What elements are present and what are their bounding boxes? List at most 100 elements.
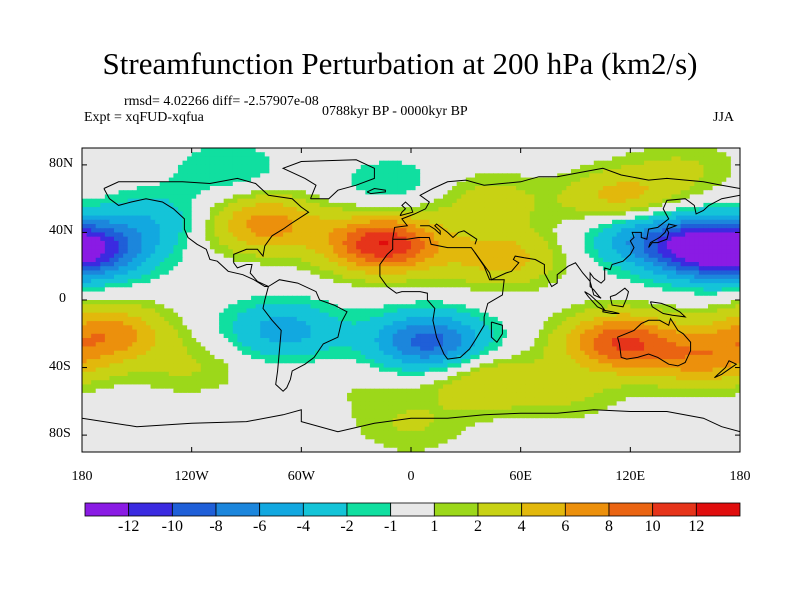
field-cell [191, 283, 197, 288]
field-cell [484, 262, 490, 267]
field-cell [502, 215, 508, 221]
field-cell [118, 253, 124, 259]
field-cell [639, 232, 645, 238]
field-cell [283, 207, 289, 212]
field-cell [621, 198, 627, 204]
field-cell [392, 177, 398, 183]
field-cell [433, 283, 440, 288]
field-cell [424, 156, 430, 162]
field-cell [187, 169, 193, 174]
field-cell [447, 274, 453, 280]
field-cell [328, 240, 334, 246]
field-cell [630, 253, 636, 259]
field-cell [82, 224, 88, 229]
field-cell [315, 215, 321, 221]
field-cell [662, 169, 668, 174]
field-cell [196, 240, 202, 246]
field-cell [182, 186, 188, 191]
field-cell [442, 278, 449, 284]
field-cell [538, 283, 545, 288]
field-cell [228, 291, 234, 297]
field-cell [461, 148, 467, 153]
field-cell [694, 287, 700, 293]
field-cell [127, 224, 133, 229]
field-cell [580, 202, 586, 208]
field-cell [575, 257, 581, 263]
field-cell [616, 266, 622, 272]
field-cell [433, 253, 440, 259]
field-cell [612, 207, 618, 212]
field-cell [127, 181, 133, 187]
field-cell [177, 202, 184, 208]
field-cell [397, 283, 403, 288]
field-cell [630, 156, 636, 162]
field-cell [442, 148, 449, 153]
field-cell [520, 198, 526, 204]
field-cell [497, 274, 503, 280]
field-cell [639, 152, 645, 158]
field-cell [442, 266, 449, 272]
field-cell [644, 228, 650, 234]
field-cell [634, 257, 641, 263]
field-cell [205, 160, 211, 166]
field-cell [589, 232, 595, 238]
field-cell [612, 152, 618, 158]
field-cell [347, 198, 353, 204]
field-cell [104, 173, 111, 179]
field-cell [552, 245, 558, 250]
field-cell [484, 211, 490, 217]
field-cell [502, 287, 508, 293]
field-cell [584, 198, 590, 204]
field-cell [392, 194, 398, 200]
field-cell [680, 186, 686, 191]
field-cell [205, 283, 211, 288]
field-cell [369, 257, 376, 263]
field-cell [411, 245, 417, 250]
field-cell [255, 177, 261, 183]
field-cell [502, 249, 508, 255]
field-cell [584, 164, 590, 170]
field-cell [717, 274, 723, 280]
field-cell [730, 169, 737, 174]
field-cell [625, 215, 631, 221]
field-cell [689, 211, 695, 217]
field-cell [104, 266, 111, 272]
field-cell [342, 207, 348, 212]
field-cell [456, 249, 462, 255]
field-cell [397, 262, 403, 267]
field-cell [474, 236, 481, 242]
field-cell [616, 257, 622, 263]
field-cell [324, 186, 330, 191]
field-cell [123, 173, 129, 179]
field-cell [488, 274, 494, 280]
field-cell [525, 291, 531, 297]
field-cell [543, 190, 549, 196]
field-cell [95, 262, 101, 267]
field-cell [529, 198, 535, 204]
field-cell [452, 156, 458, 162]
field-cell [516, 169, 522, 174]
field-cell [214, 211, 220, 217]
field-cell [657, 186, 663, 191]
field-cell [497, 173, 503, 179]
field-cell [502, 148, 508, 153]
field-cell [95, 287, 101, 293]
field-cell [506, 207, 513, 212]
field-cell [657, 228, 663, 234]
field-cell [433, 215, 440, 221]
field-cell [676, 148, 682, 153]
field-cell [173, 278, 179, 284]
field-cell [543, 148, 549, 153]
field-cell [356, 198, 362, 204]
field-cell [246, 278, 252, 284]
field-cell [602, 202, 609, 208]
field-cell [145, 160, 152, 166]
field-cell [333, 228, 339, 234]
field-cell [493, 148, 499, 153]
field-cell [223, 194, 229, 200]
field-cell [269, 160, 275, 166]
field-cell [538, 249, 545, 255]
field-cell [278, 215, 284, 221]
field-cell [442, 283, 449, 288]
field-cell [456, 186, 462, 191]
